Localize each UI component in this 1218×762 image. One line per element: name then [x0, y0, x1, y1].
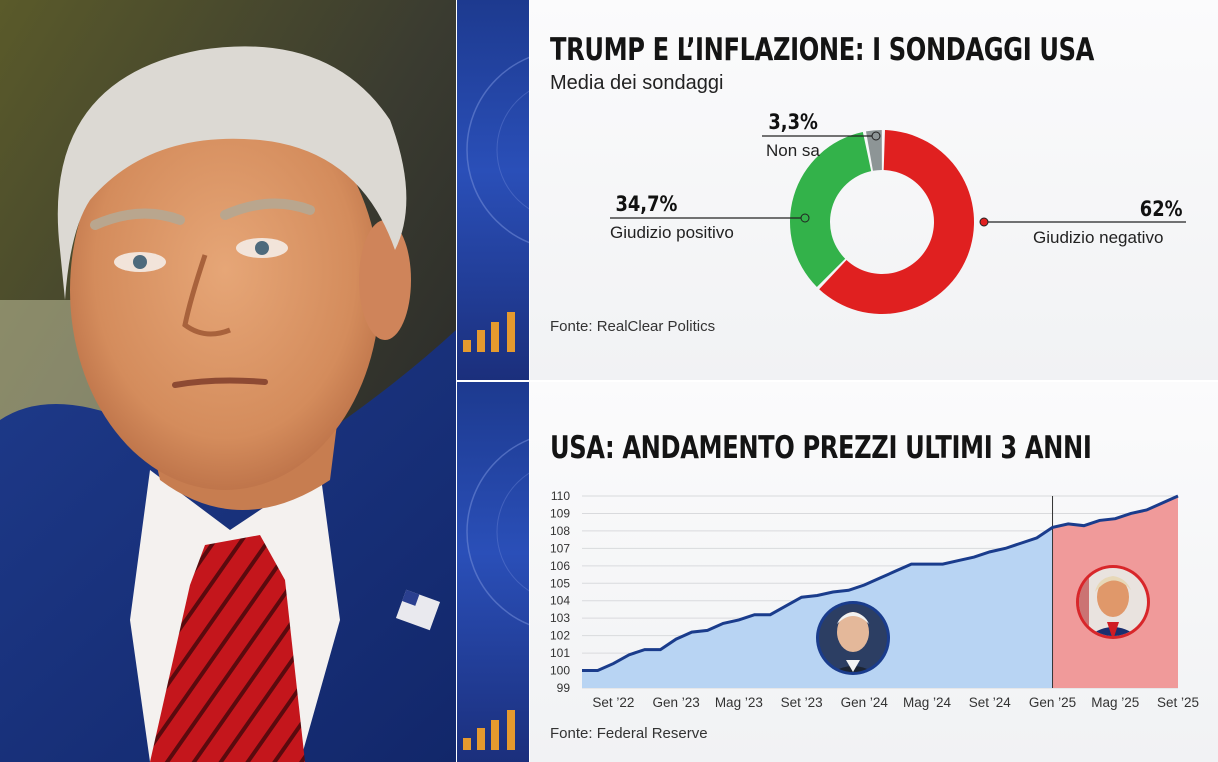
x-tick-label: Mag ’25 — [1091, 695, 1139, 710]
leader-dot-positive — [800, 213, 810, 223]
decorative-strip-top — [457, 0, 529, 380]
area-chart: 99 100 101 102 103 104 105 106 107 108 109 110 Set … — [550, 489, 1199, 710]
positive-label: Giudizio positivo — [610, 223, 734, 242]
poll-chart-subtitle: Media dei sondaggi — [550, 72, 724, 94]
y-tick-label: 110 — [551, 489, 570, 503]
y-tick-label: 106 — [550, 559, 570, 573]
positive-pct: 34,7% — [615, 192, 678, 216]
y-tick-label: 109 — [550, 506, 570, 520]
negative-pct: 62% — [1139, 197, 1183, 221]
y-tick-label: 107 — [550, 541, 570, 555]
x-tick-label: Mag ’23 — [715, 695, 763, 710]
leader-dot-unknown — [871, 131, 881, 141]
x-tick-label: Set ’22 — [592, 695, 634, 710]
poll-chart-source: Fonte: RealClear Politics — [550, 318, 716, 335]
price-series-line — [582, 494, 1179, 673]
poll-chart-title: TRUMP E L’INFLAZIONE: I SONDAGGI USA — [550, 32, 1094, 68]
x-tick-label: Set ’24 — [969, 695, 1012, 710]
y-tick-label: 102 — [550, 629, 570, 643]
x-tick-label: Mag ’24 — [903, 695, 952, 710]
portrait-photo — [0, 0, 456, 762]
price-chart-panel: USA: ANDAMENTO PREZZI ULTIMI 3 ANNI 99 10… — [530, 382, 1218, 762]
x-tick-label: Set ’25 — [1157, 695, 1199, 710]
y-tick-label: 103 — [550, 611, 570, 625]
y-tick-label: 99 — [557, 681, 571, 695]
donut-slice-positive — [790, 132, 872, 287]
biden-avatar — [816, 601, 890, 675]
area-fill-before — [582, 527, 1053, 688]
x-tick-label: Set ’23 — [781, 695, 823, 710]
poll-chart-panel: TRUMP E L’INFLAZIONE: I SONDAGGI USA Med… — [530, 0, 1218, 380]
unknown-label: Non sa — [766, 141, 820, 160]
trump-avatar — [1076, 565, 1150, 639]
leader-dot-negative — [979, 217, 989, 227]
unknown-pct: 3,3% — [768, 110, 818, 134]
y-tick-label: 108 — [550, 524, 570, 538]
y-tick-label: 104 — [550, 594, 570, 608]
x-tick-label: Gen ’24 — [841, 695, 889, 710]
decorative-strip-bottom — [457, 382, 529, 762]
donut-slice-negative — [819, 130, 974, 314]
donut-chart — [610, 130, 1186, 314]
y-tick-label: 101 — [550, 646, 570, 660]
x-tick-label: Gen ’23 — [652, 695, 699, 710]
price-chart-source: Fonte: Federal Reserve — [550, 725, 708, 742]
y-tick-label: 100 — [550, 664, 570, 678]
x-tick-label: Gen ’25 — [1029, 695, 1076, 710]
negative-label: Giudizio negativo — [1033, 228, 1164, 247]
donut-slice-unknown — [865, 130, 882, 171]
y-tick-label: 105 — [550, 576, 570, 590]
price-chart-title: USA: ANDAMENTO PREZZI ULTIMI 3 ANNI — [550, 430, 1092, 466]
